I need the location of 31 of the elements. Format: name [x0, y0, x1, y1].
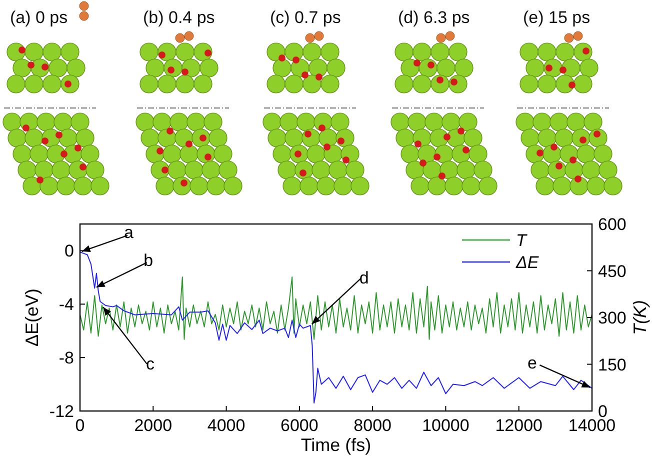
x-tick-label: 2000 — [134, 416, 172, 435]
x-tick-label: 14000 — [568, 416, 616, 435]
y2-axis-title: T(K) — [630, 300, 650, 335]
text: (b) 0.4 ps — [143, 8, 215, 27]
text: (d) 6.3 ps — [398, 8, 470, 27]
x-tick-label: 10000 — [422, 416, 470, 435]
x-tick-label: 8000 — [354, 416, 392, 435]
annotation: c — [146, 354, 155, 374]
y-axis-title: ΔE(eV) — [22, 288, 42, 347]
annotation: d — [359, 268, 369, 288]
legend-label: T — [516, 231, 528, 250]
text: (a) 0 ps — [10, 8, 68, 27]
annotation: a — [124, 223, 134, 242]
line-series — [80, 252, 592, 404]
y-tick-label: -4 — [58, 295, 74, 314]
text: (e) 15 ps — [523, 8, 590, 27]
x-tick-label: 4000 — [207, 416, 246, 435]
y2-tick-label: 600 — [598, 215, 626, 234]
y2-tick-label: 450 — [598, 262, 626, 281]
y-tick-label: 0 — [64, 242, 74, 261]
legend-label: ΔE — [515, 253, 540, 272]
text: (c) 0.7 ps — [270, 8, 341, 27]
y-tick-label: -8 — [58, 348, 74, 368]
y-tick-label: -12 — [49, 402, 74, 421]
annotation: e — [528, 353, 537, 372]
x-axis-title: Time (fs) — [300, 435, 372, 455]
y2-tick-label: 150 — [598, 355, 626, 374]
x-tick-label: 6000 — [280, 416, 318, 435]
y2-tick-label: 300 — [598, 308, 626, 328]
annotation: b — [144, 251, 154, 270]
x-tick-label: 12000 — [495, 416, 542, 435]
